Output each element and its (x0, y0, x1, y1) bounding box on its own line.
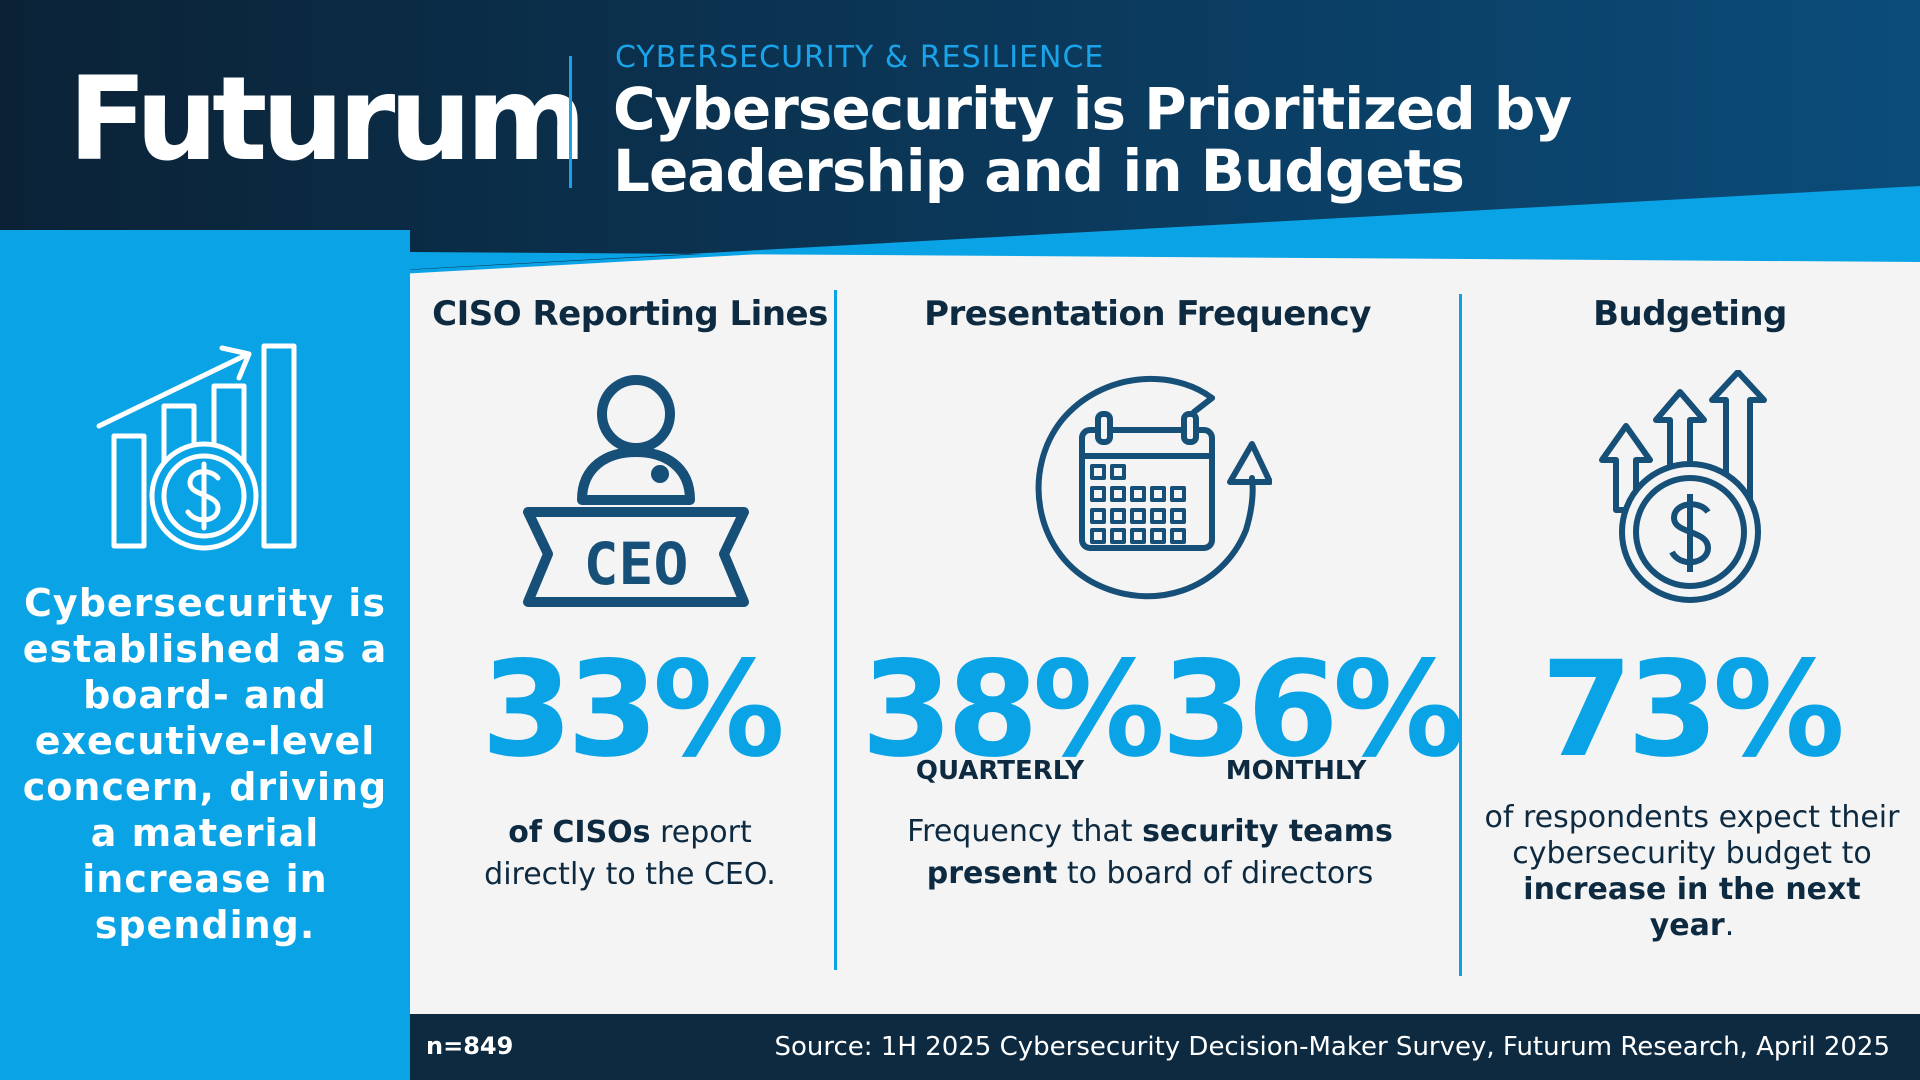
budget-description-pre: of respondents expect their cybersecurit… (1484, 800, 1900, 871)
ciso-description-rest: report directly to the CEO. (484, 815, 776, 892)
source-citation: Source: 1H 2025 Cybersecurity Decision-M… (774, 1032, 1891, 1062)
quarterly-label: QUARTERLY (915, 756, 1085, 786)
header-divider (569, 56, 572, 188)
category-eyebrow: CYBERSECURITY & RESILIENCE (615, 40, 1105, 75)
monthly-label: MONTHLY (1225, 756, 1367, 786)
calendar-cycle-icon (1035, 375, 1272, 600)
frequency-description-post: to board of directors (1057, 856, 1374, 891)
frequency-description-bold: security teams present (926, 814, 1393, 891)
left-panel-statement: Cybersecurity is established as a board-… (22, 581, 388, 947)
budget-heading: Budgeting (1593, 294, 1787, 334)
page-title: Cybersecurity is Prioritized by Leadersh… (613, 75, 1572, 205)
quarterly-percentage: 38% (861, 633, 1165, 787)
budget-increase-icon (1599, 370, 1767, 603)
futurum-logo: Futurum (68, 52, 587, 187)
growth-chart-dollar-icon (96, 343, 297, 551)
frequency-description-pre: Frequency that (907, 814, 1143, 849)
header-background (0, 0, 1920, 300)
ciso-heading: CISO Reporting Lines (432, 294, 828, 334)
left-panel (0, 230, 410, 1080)
frequency-heading: Presentation Frequency (924, 294, 1371, 334)
budget-description-post: . (1724, 908, 1735, 943)
column-divider-1 (834, 290, 837, 970)
sample-size: n=849 (426, 1032, 514, 1060)
frequency-description: Frequency that security teams present to… (900, 811, 1400, 895)
ciso-description-bold: of CISOs (508, 815, 651, 850)
footer-bar: n=849 Source: 1H 2025 Cybersecurity Deci… (410, 1014, 1920, 1080)
ciso-description: of CISOs report directly to the CEO. (450, 812, 810, 896)
budget-description-bold: increase in the next year (1523, 872, 1861, 943)
ceo-badge-text: CEO (584, 530, 689, 598)
ceo-person-icon: CEO (523, 375, 749, 607)
budget-percentage: 73% (1541, 633, 1845, 787)
column-divider-2 (1459, 294, 1462, 976)
monthly-percentage: 36% (1161, 633, 1465, 787)
budget-description: of respondents expect their cybersecurit… (1482, 800, 1902, 944)
ciso-percentage: 33% (481, 633, 785, 787)
